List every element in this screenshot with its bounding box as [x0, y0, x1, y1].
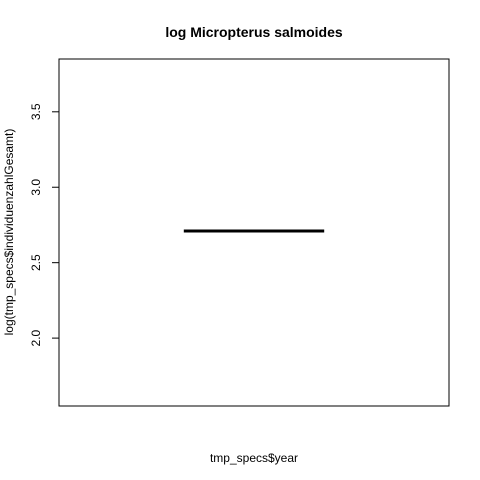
y-axis: 2.0 2.5 3.0 3.5: [29, 103, 59, 346]
y-ticks: 2.0 2.5 3.0 3.5: [29, 103, 59, 346]
y-tick-label: 3.0: [29, 179, 43, 196]
y-tick-label: 3.5: [29, 103, 43, 120]
y-axis-label: log(tmp_specs$individuenzahlGesamt): [2, 129, 16, 336]
y-tick-label: 2.5: [29, 254, 43, 271]
y-tick-label: 2.0: [29, 329, 43, 346]
chart-title: log Micropterus salmoides: [165, 24, 343, 40]
plot-area-frame: [58, 58, 450, 407]
x-axis-label: tmp_specs$year: [210, 451, 298, 465]
